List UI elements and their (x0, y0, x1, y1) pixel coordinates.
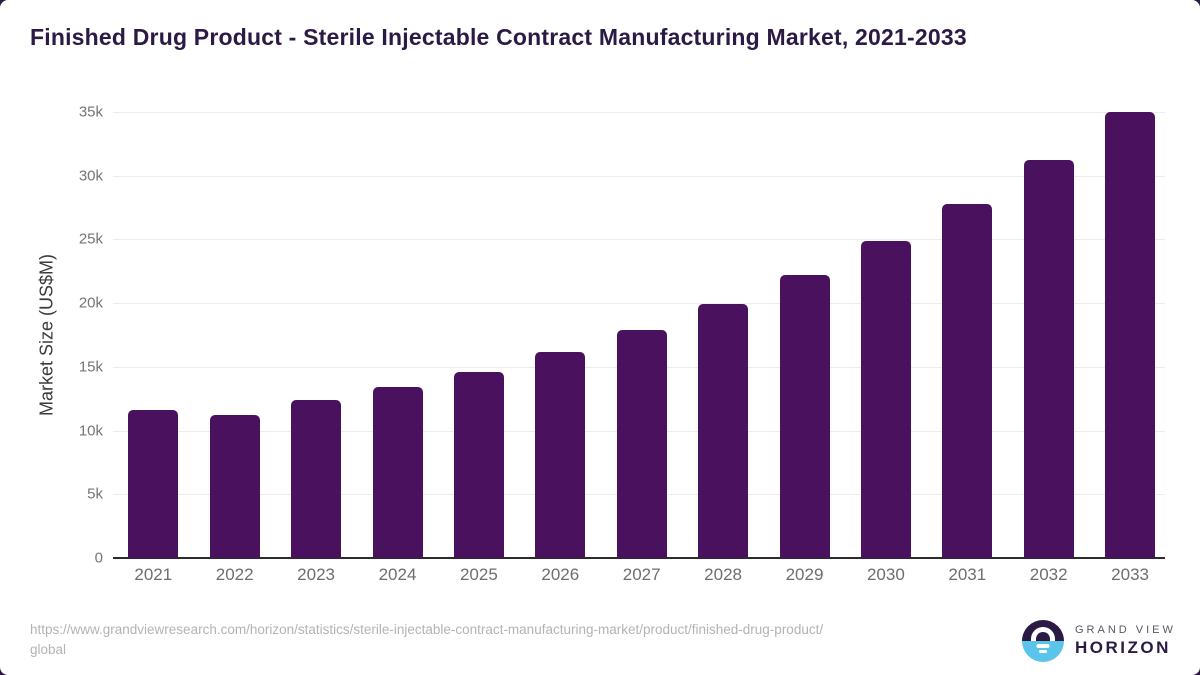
bar-2030 (860, 240, 911, 558)
x-tick-label: 2032 (1029, 565, 1068, 584)
plot-area (113, 112, 1165, 559)
y-tick-label: 35k (78, 103, 103, 121)
bar-2023 (291, 400, 342, 558)
bar-2022 (209, 415, 260, 558)
x-tick-label: 2022 (215, 565, 254, 584)
y-tick-label: 20k (78, 294, 103, 312)
gridline (113, 175, 1165, 177)
brand-name-bottom: HORIZON (1075, 638, 1171, 657)
bar-2029 (779, 275, 830, 558)
bar-2032 (1023, 160, 1074, 558)
bar-2024 (372, 387, 423, 558)
y-tick-label: 25k (78, 230, 103, 248)
bar-2031 (942, 203, 993, 558)
x-tick-label: 2023 (297, 565, 335, 584)
gridline (113, 239, 1165, 241)
page-title: Finished Drug Product - Sterile Injectab… (30, 24, 967, 50)
y-tick-label: 30k (78, 167, 103, 185)
source-url: https://www.grandviewresearch.com/horizo… (30, 622, 824, 657)
y-tick-label: 0 (94, 549, 103, 567)
x-tick-label: 2030 (866, 565, 905, 584)
brand-name-top: GRAND VIEW (1075, 624, 1176, 636)
x-tick-label: 2028 (704, 565, 742, 584)
x-tick-label: 2021 (134, 565, 173, 584)
x-tick-label: 2029 (785, 565, 824, 584)
x-tick-label: 2024 (378, 565, 417, 584)
x-tick-label: 2027 (622, 565, 661, 584)
horizon-sunrise-icon (1022, 620, 1064, 662)
bar-2026 (535, 351, 586, 558)
y-tick-label: 15k (78, 358, 103, 376)
bar-2028 (698, 304, 749, 558)
gridline (113, 303, 1165, 305)
x-tick-label: 2033 (1111, 565, 1149, 584)
x-axis-line (113, 557, 1165, 559)
y-tick-label: 5k (87, 485, 103, 503)
x-tick-label: 2031 (948, 565, 987, 584)
x-tick-label: 2025 (459, 565, 498, 584)
y-tick-label: 10k (78, 422, 103, 440)
brand-logo: GRAND VIEW HORIZON (1022, 620, 1176, 662)
x-tick-label: 2026 (541, 565, 580, 584)
bar-2027 (616, 329, 667, 558)
bar-2021 (128, 410, 179, 558)
gridline (113, 112, 1165, 113)
bar-2033 (1105, 112, 1156, 558)
bar-2025 (453, 371, 504, 558)
y-axis-title: Market Size (US$M) (36, 253, 57, 417)
